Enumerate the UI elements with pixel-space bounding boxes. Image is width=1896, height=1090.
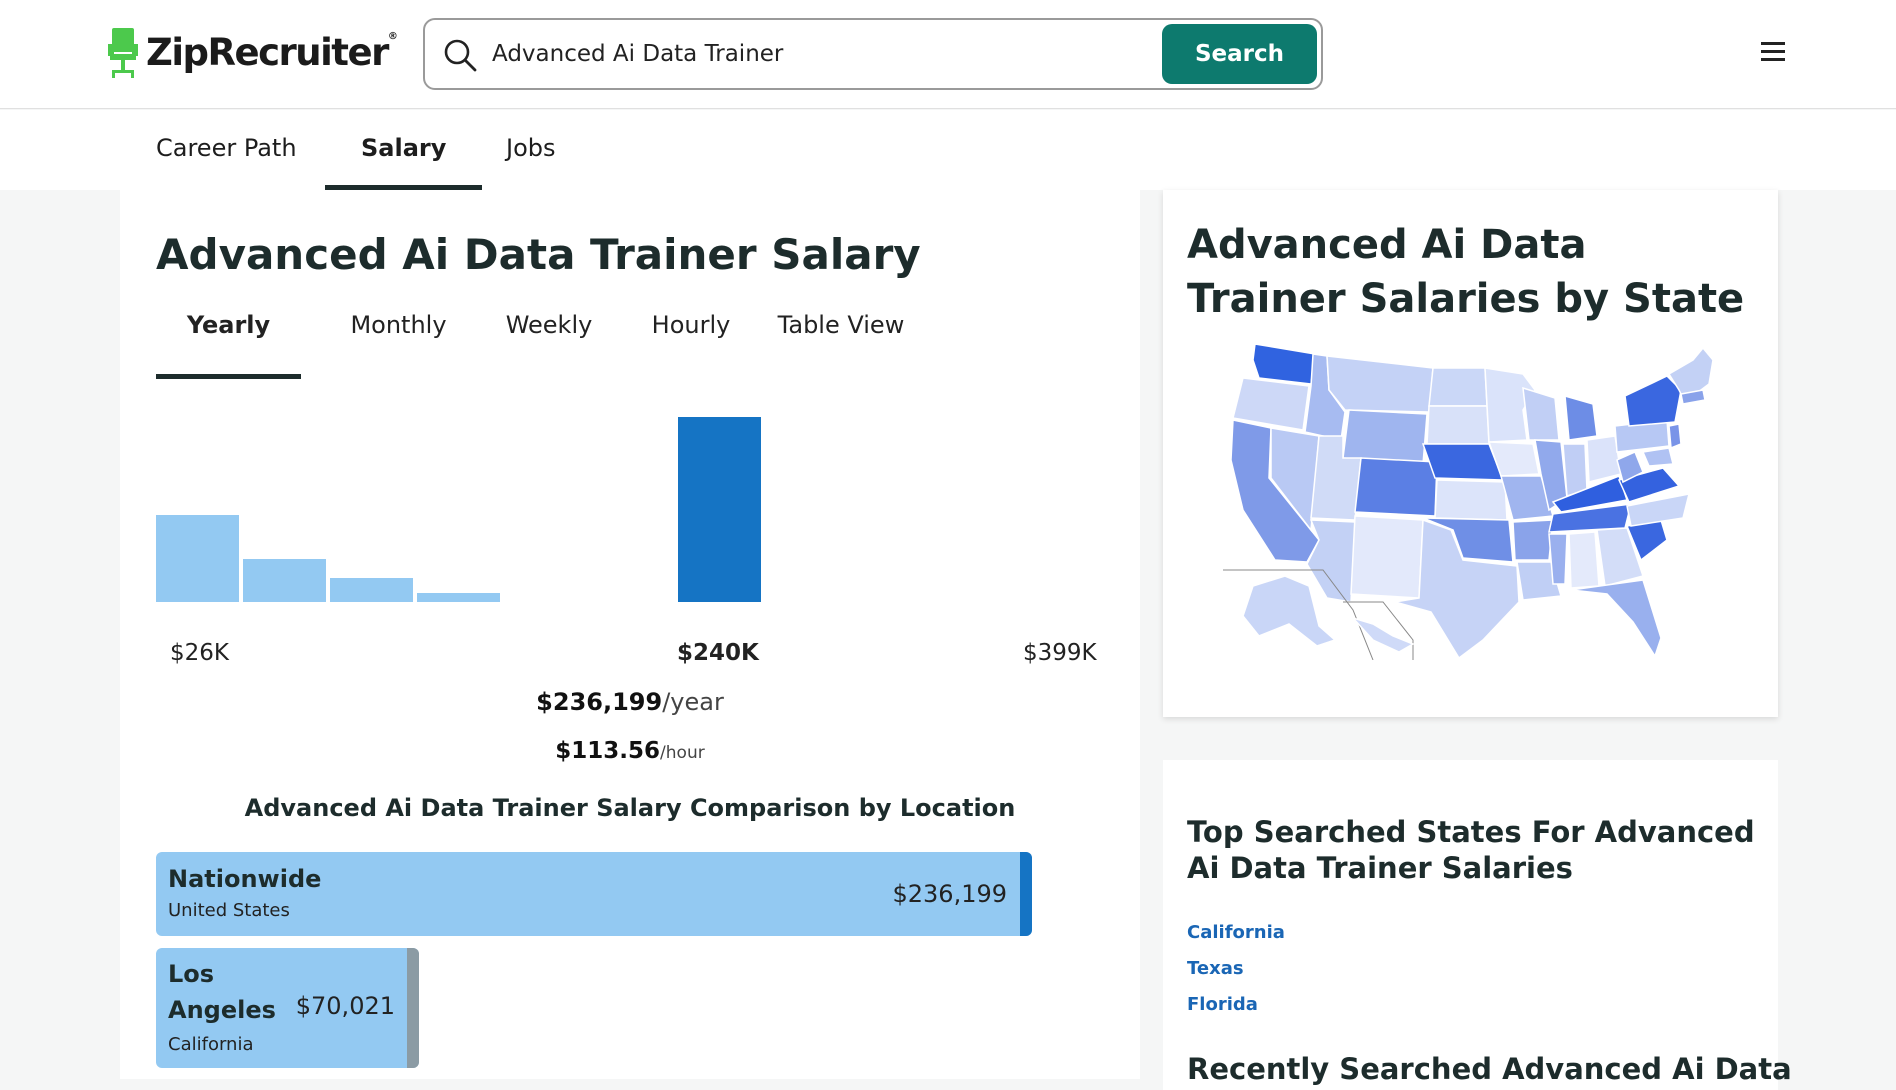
state-michigan bbox=[1564, 394, 1598, 441]
location-salary: $70,021 bbox=[295, 992, 395, 1020]
state-new-york bbox=[1624, 375, 1682, 427]
salary-card: Advanced Ai Data Trainer Salary Yearly M… bbox=[120, 190, 1140, 1079]
state-oklahoma bbox=[1422, 517, 1514, 563]
state-new-jersey bbox=[1668, 423, 1682, 450]
state-arizona bbox=[1306, 519, 1356, 603]
histogram-mid-label: $240K bbox=[677, 640, 759, 666]
state-arkansas bbox=[1512, 519, 1554, 561]
state-new-mexico bbox=[1350, 515, 1424, 599]
state-texas bbox=[1394, 518, 1520, 660]
state-kansas bbox=[1434, 479, 1508, 521]
state-kentucky bbox=[1551, 475, 1628, 513]
tab-table-view[interactable]: Table View bbox=[777, 311, 905, 339]
state-link-texas[interactable]: Texas bbox=[1187, 958, 1244, 979]
state-west-virginia bbox=[1616, 450, 1644, 484]
ziprecruiter-logo[interactable]: ZipRecruiter® bbox=[106, 26, 398, 78]
job-search-input[interactable] bbox=[490, 34, 1050, 74]
histogram-bar bbox=[678, 417, 761, 602]
logo-text: ZipRecruiter® bbox=[146, 30, 398, 74]
map-title: Advanced Ai Data Trainer Salaries by Sta… bbox=[1187, 222, 1745, 322]
state-nevada bbox=[1270, 427, 1320, 532]
tab-career-path[interactable]: Career Path bbox=[156, 134, 297, 162]
tab-yearly[interactable]: Yearly bbox=[156, 305, 301, 379]
average-hourly-unit: /hour bbox=[660, 743, 705, 763]
location-bar-los-angeles[interactable]: Los Angeles California $70,021 bbox=[156, 948, 419, 1068]
state-new-england bbox=[1667, 346, 1714, 404]
state-wyoming bbox=[1342, 409, 1428, 465]
state-maryland bbox=[1641, 447, 1674, 467]
location-salary: $236,199 bbox=[892, 880, 1007, 908]
tab-monthly[interactable]: Monthly bbox=[350, 311, 447, 339]
state-south-dakota bbox=[1426, 405, 1490, 445]
state-louisiana bbox=[1516, 561, 1562, 601]
us-salary-map[interactable] bbox=[1223, 340, 1723, 660]
top-states-card: Top Searched States For Advanced Ai Data… bbox=[1163, 760, 1792, 1090]
state-georgia bbox=[1596, 527, 1644, 587]
average-yearly-unit: /year bbox=[662, 688, 724, 716]
state-map-card: Advanced Ai Data Trainer Salaries by Sta… bbox=[1163, 190, 1778, 717]
state-alaska bbox=[1242, 575, 1337, 647]
tab-weekly[interactable]: Weekly bbox=[505, 311, 593, 339]
average-hourly-salary: $113.56/hour bbox=[120, 738, 1140, 764]
location-name-line2: Angeles bbox=[168, 996, 276, 1024]
state-north-dakota bbox=[1428, 367, 1488, 407]
search-icon bbox=[444, 39, 477, 72]
histogram-bar bbox=[156, 515, 239, 602]
location-bar-nationwide[interactable]: Nationwide United States $236,199 bbox=[156, 852, 1032, 936]
state-iowa bbox=[1487, 441, 1540, 477]
state-massachusetts bbox=[1680, 389, 1706, 405]
state-link-florida[interactable]: Florida bbox=[1187, 994, 1258, 1015]
histogram-bar bbox=[243, 559, 326, 602]
state-wisconsin bbox=[1522, 386, 1560, 441]
search-button[interactable]: Search bbox=[1162, 24, 1317, 84]
state-alabama bbox=[1568, 531, 1600, 589]
location-name: Nationwide bbox=[168, 865, 322, 893]
state-florida bbox=[1570, 579, 1662, 658]
state-link-california[interactable]: California bbox=[1187, 922, 1285, 943]
recently-searched-title: Recently Searched Advanced Ai Data bbox=[1187, 1052, 1792, 1086]
site-header: ZipRecruiter® Search bbox=[0, 0, 1896, 109]
state-hawaii bbox=[1350, 616, 1415, 653]
average-yearly-value: $236,199 bbox=[536, 688, 663, 716]
histogram-max-label: $399K bbox=[1023, 640, 1097, 666]
page-tabs: Career Path Salary Jobs bbox=[0, 110, 1896, 190]
average-hourly-value: $113.56 bbox=[555, 738, 661, 764]
location-sub: California bbox=[168, 1034, 254, 1055]
location-name-line1: Los bbox=[168, 960, 215, 988]
salary-histogram bbox=[156, 402, 1106, 602]
state-oregon bbox=[1232, 377, 1310, 431]
page-title: Advanced Ai Data Trainer Salary bbox=[156, 230, 921, 279]
state-north-carolina bbox=[1626, 493, 1691, 527]
tab-jobs[interactable]: Jobs bbox=[506, 134, 556, 162]
state-montana bbox=[1326, 355, 1434, 413]
histogram-min-label: $26K bbox=[170, 640, 229, 666]
state-indiana bbox=[1562, 443, 1588, 497]
location-sub: United States bbox=[168, 900, 290, 921]
state-colorado bbox=[1354, 457, 1438, 517]
histogram-bar bbox=[330, 578, 413, 602]
tab-hourly[interactable]: Hourly bbox=[651, 311, 731, 339]
hamburger-menu-icon[interactable] bbox=[1761, 42, 1785, 62]
top-states-title: Top Searched States For Advanced Ai Data… bbox=[1187, 815, 1755, 885]
comparison-title: Advanced Ai Data Trainer Salary Comparis… bbox=[244, 794, 1016, 822]
search-bar: Search bbox=[423, 18, 1323, 90]
state-mississippi bbox=[1548, 533, 1568, 585]
average-yearly-salary: $236,199/year bbox=[120, 688, 1140, 716]
chair-logo-icon bbox=[108, 28, 138, 78]
histogram-bar bbox=[417, 593, 500, 602]
state-washington bbox=[1252, 343, 1316, 385]
tab-salary[interactable]: Salary bbox=[325, 124, 483, 190]
